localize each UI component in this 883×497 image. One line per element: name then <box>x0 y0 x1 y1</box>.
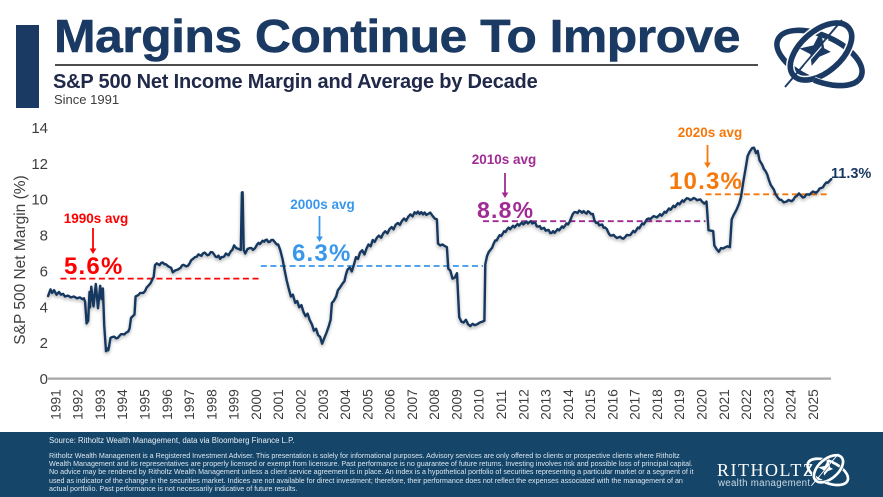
svg-text:1995: 1995 <box>138 389 153 420</box>
svg-text:2003: 2003 <box>316 389 331 420</box>
svg-text:12: 12 <box>31 156 48 173</box>
svg-text:2009: 2009 <box>449 389 464 420</box>
svg-text:2023: 2023 <box>761 389 776 420</box>
svg-text:2025: 2025 <box>806 389 821 420</box>
svg-text:2019: 2019 <box>672 389 687 420</box>
svg-text:2024: 2024 <box>784 389 799 420</box>
svg-text:1997: 1997 <box>182 389 197 420</box>
svg-text:2005: 2005 <box>360 389 375 420</box>
svg-text:14: 14 <box>31 120 48 137</box>
svg-text:2007: 2007 <box>405 389 420 420</box>
svg-text:2002: 2002 <box>294 389 309 420</box>
svg-text:1996: 1996 <box>160 389 175 420</box>
svg-text:1993: 1993 <box>93 389 108 420</box>
svg-text:8: 8 <box>40 228 48 245</box>
svg-text:2006: 2006 <box>383 389 398 420</box>
svg-text:2022: 2022 <box>739 389 754 420</box>
svg-text:1991: 1991 <box>48 389 63 420</box>
svg-text:2015: 2015 <box>583 389 598 420</box>
svg-text:2021: 2021 <box>717 389 732 420</box>
svg-text:2: 2 <box>40 335 48 352</box>
svg-text:1994: 1994 <box>115 389 130 420</box>
svg-text:1998: 1998 <box>204 389 219 420</box>
svg-text:1999: 1999 <box>227 389 242 420</box>
svg-text:2017: 2017 <box>628 389 643 420</box>
svg-text:2013: 2013 <box>539 389 554 420</box>
svg-text:4: 4 <box>40 299 48 316</box>
svg-text:2012: 2012 <box>516 389 531 420</box>
svg-text:2004: 2004 <box>338 389 353 420</box>
svg-text:2014: 2014 <box>561 389 576 420</box>
svg-text:2011: 2011 <box>494 390 509 420</box>
svg-text:0: 0 <box>40 371 48 388</box>
svg-text:2010: 2010 <box>472 389 487 420</box>
svg-text:2018: 2018 <box>650 389 665 420</box>
svg-text:6: 6 <box>40 263 48 280</box>
svg-text:2020: 2020 <box>695 389 710 420</box>
svg-text:1992: 1992 <box>71 389 86 420</box>
svg-text:2001: 2001 <box>271 389 286 420</box>
svg-text:2016: 2016 <box>605 389 620 420</box>
svg-text:10: 10 <box>31 192 48 209</box>
svg-text:2008: 2008 <box>427 389 442 420</box>
svg-text:2000: 2000 <box>249 389 264 420</box>
